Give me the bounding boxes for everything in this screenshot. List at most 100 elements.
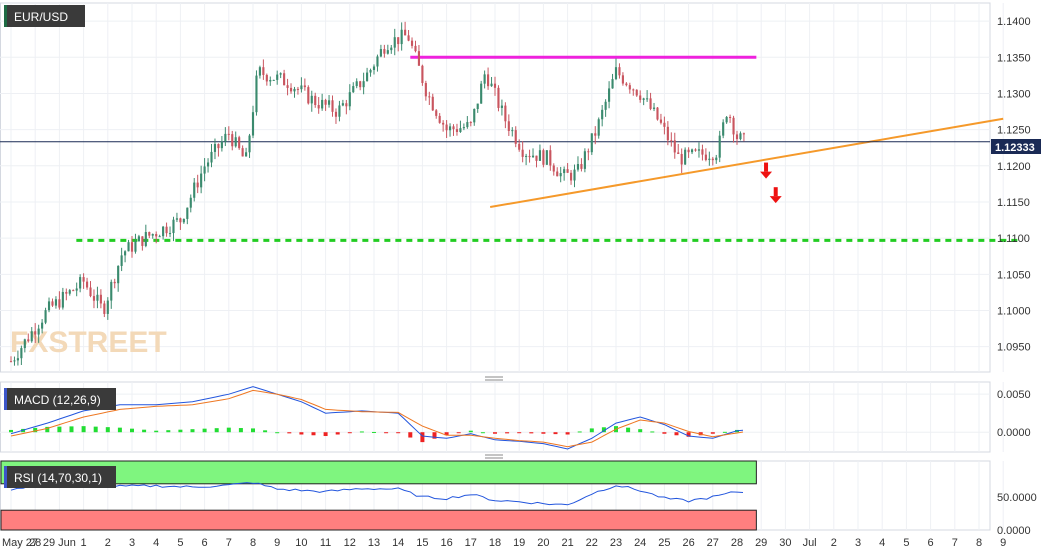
x-tick-label: 17 (465, 537, 477, 549)
rsi-y-tick-label: 50.0000 (997, 492, 1037, 504)
candle-body (276, 74, 279, 80)
candle-body (445, 124, 448, 131)
x-tick-label: 20 (537, 537, 549, 549)
candle-body (718, 135, 721, 158)
candle-body (715, 157, 718, 161)
candle-body (635, 89, 638, 96)
candle-body (684, 149, 687, 165)
rsi-resize-handle[interactable] (485, 454, 503, 459)
candle-body (175, 218, 179, 220)
candle-body (697, 149, 701, 151)
candle-body (573, 169, 576, 181)
candle-body (34, 331, 37, 335)
macd-histogram-bar (505, 432, 510, 434)
candle-body (563, 169, 566, 174)
candle-body (47, 301, 51, 311)
candle-body (625, 83, 628, 86)
rsi-label: RSI (14,70,30,1) (14, 471, 102, 485)
candle-body (590, 133, 593, 153)
candle-body (476, 103, 479, 109)
candle-body (27, 339, 30, 342)
candle-body (23, 339, 26, 349)
macd-y-tick-label: 0.0050 (997, 389, 1031, 401)
rsi-y-tick-label: 0.0000 (997, 525, 1031, 537)
candle-body (30, 331, 33, 342)
ascending-trendline (489, 117, 1004, 209)
macd-histogram-bar (710, 432, 715, 434)
candle-body (203, 166, 206, 174)
candle-body (404, 29, 407, 36)
candle-body (352, 86, 355, 93)
candle-body (79, 277, 82, 289)
candle-body (179, 218, 182, 223)
current-price-tag: 1.12333 (991, 139, 1041, 154)
x-tick-label: 19 (513, 537, 525, 549)
candle-body (597, 119, 600, 136)
x-tick-label: 3 (129, 537, 135, 549)
y-tick-label: 1.0950 (997, 342, 1031, 354)
x-tick-label: 1 (81, 537, 87, 549)
candle-body (497, 87, 500, 108)
candle-body (366, 72, 369, 82)
candle-body (390, 47, 393, 51)
macd-histogram-bar (565, 432, 570, 435)
candle-body (369, 69, 372, 73)
candle-body (303, 85, 306, 88)
candle-body (552, 165, 555, 172)
candle-body (158, 236, 161, 238)
candle-body (82, 277, 85, 282)
candle-body (162, 226, 165, 237)
candle-body (673, 140, 676, 153)
candle-body (130, 242, 134, 252)
candle-body (238, 137, 241, 149)
candle-body (234, 137, 237, 147)
candle-body (435, 110, 438, 116)
macd-histogram-bar (650, 431, 655, 433)
candle-body (656, 107, 659, 120)
candle-body (511, 130, 514, 132)
candle-body (182, 218, 185, 223)
candle-body (428, 96, 431, 98)
macd-histogram-bar (323, 432, 328, 437)
candle-body (227, 133, 230, 135)
candle-body (611, 79, 614, 89)
arrow-shaft (773, 187, 778, 197)
macd-histogram-bar (456, 432, 461, 434)
macd-histogram-bar (45, 426, 50, 433)
x-tick-label: 30 (779, 537, 791, 549)
candle-body (632, 89, 635, 91)
candle-body (639, 95, 642, 100)
candle-body (393, 37, 396, 48)
x-tick-label: 13 (368, 537, 380, 549)
candle-body (504, 105, 507, 122)
candle-body (397, 37, 400, 45)
candle-body (521, 149, 524, 157)
x-tick-label: 14 (392, 537, 404, 549)
candle-body (85, 281, 89, 288)
macd-y-tick-label: 0.0000 (997, 427, 1031, 439)
macd-histogram-bar (81, 426, 86, 433)
candle-body (459, 128, 462, 132)
macd-histogram-bar (251, 428, 255, 433)
candle-body (72, 290, 75, 292)
candle-body (417, 51, 421, 66)
candle-body (649, 98, 652, 109)
macd-histogram-bar (626, 427, 631, 433)
candle-body (68, 290, 71, 294)
candle-body (594, 133, 597, 136)
macd-histogram-bar (166, 430, 171, 433)
down-arrow-icon (769, 187, 782, 204)
macd-histogram-bar (142, 429, 147, 433)
candle-body (338, 105, 341, 117)
candle-body (628, 85, 631, 90)
candle-body (213, 144, 217, 152)
candle-body (652, 107, 656, 109)
candle-body (680, 153, 683, 165)
macd-resize-handle[interactable] (485, 376, 503, 381)
candle-body (144, 232, 147, 246)
candle-body (279, 73, 282, 75)
candle-body (241, 148, 244, 157)
x-tick-label: 3 (855, 537, 861, 549)
candle-body (193, 182, 196, 198)
